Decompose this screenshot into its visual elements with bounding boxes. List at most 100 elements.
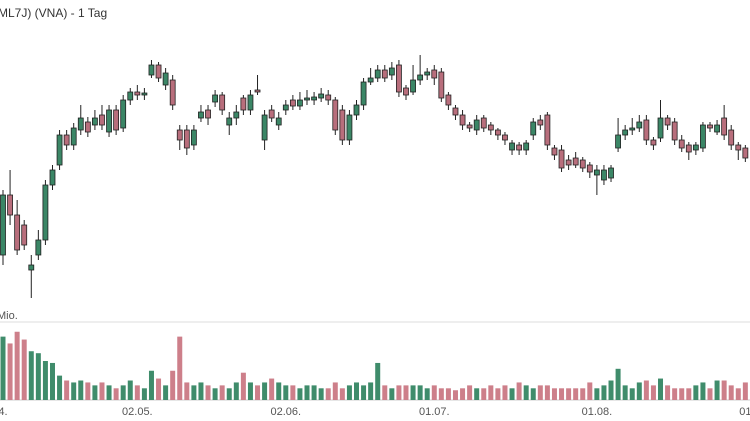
x-tick-label: 01.08. [582,406,613,418]
candle-body [49,169,56,186]
volume-bar [700,382,706,400]
candle-body [63,134,70,146]
candle-body [643,119,650,141]
volume-bar [106,385,112,400]
volume-bar [212,388,218,400]
candle-body [325,94,332,101]
volume-bar [431,385,437,400]
volume-bar [658,378,664,400]
volume-label: Mio. [0,310,18,322]
candle-body [579,159,586,169]
candle-body [282,104,289,111]
candle-body [615,134,621,149]
candle-body [120,99,127,129]
volume-bar [735,388,741,400]
volume-bar [297,388,303,400]
chart-title: ML7J) (VNA) - 1 Tag [0,6,107,20]
volume-bar [177,336,183,400]
volume-bar [488,385,494,400]
candle-body [622,129,629,136]
candle-body [735,144,742,151]
volume-bar [707,388,713,400]
candle-body [162,72,169,86]
candle-body [169,79,176,106]
volume-bar [573,388,579,400]
volume-bar [191,385,197,400]
volume-bar [481,388,487,400]
volume-bar [403,385,409,400]
candle-body [714,124,720,133]
candle-body [268,109,275,119]
volume-bar [7,343,13,400]
candle-body [212,94,219,103]
volume-bar [49,362,55,400]
volume-bar [184,382,190,400]
candle-body [14,214,21,251]
candle-body [721,117,728,136]
volume-bar [410,385,416,400]
volume-bar [601,385,607,400]
volume-bar [21,339,27,400]
volume-bar [255,385,261,400]
candle-body [685,144,692,153]
candle-body [247,94,254,111]
candle-body [92,117,98,126]
candle-body [438,71,445,99]
volume-bar [467,385,473,400]
volume-bar [205,385,211,400]
x-tick-label: 02.05. [122,406,153,418]
volume-bar [396,385,402,400]
volume-bar [332,382,338,400]
candle-body [728,129,735,146]
volume-bar [530,388,536,400]
candle-body [593,169,600,176]
volume-bar [389,388,395,400]
candle-body [572,157,579,166]
candle-body [551,147,558,156]
volume-bar [551,388,557,400]
volume-bar [721,380,727,400]
volume-bar [424,388,430,400]
x-tick-label: 4. [0,406,8,418]
volume-bar [134,385,140,400]
volume-bar [233,382,239,400]
volume-bar [742,382,748,400]
candle-body [537,119,544,126]
volume-bar [438,388,444,400]
candle-body [629,127,636,131]
volume-bar [672,388,678,400]
volume-bar [14,331,20,400]
candle-body [346,114,353,141]
candle-body [403,87,409,96]
candle-body [254,89,261,93]
candle-body [530,121,537,136]
candle-body [35,239,42,256]
candle-body [601,169,607,181]
candle-body [431,69,438,79]
volume-bar [247,382,253,400]
candle-body [77,117,84,131]
candle-body [586,164,593,173]
volume-bar [262,382,268,400]
volume-bar [728,385,734,400]
candle-body [558,149,565,169]
candle-body [106,109,112,133]
volume-bar [452,390,458,400]
x-tick-label: 01 [739,406,750,418]
volume-bar [346,385,352,400]
candle-body [480,117,487,129]
volume-bar [311,385,317,400]
volume-bar [318,388,324,400]
volume-bar [537,385,543,400]
volume-bar [643,380,649,400]
candle-body [664,117,671,126]
candle-body [700,124,706,149]
candle-body [742,147,749,159]
volume-bar [99,382,105,400]
volume-bar [636,382,642,400]
volume-bar [170,370,176,400]
volume-bar [587,382,593,400]
candle-body [240,97,247,111]
volume-bar [156,378,162,400]
